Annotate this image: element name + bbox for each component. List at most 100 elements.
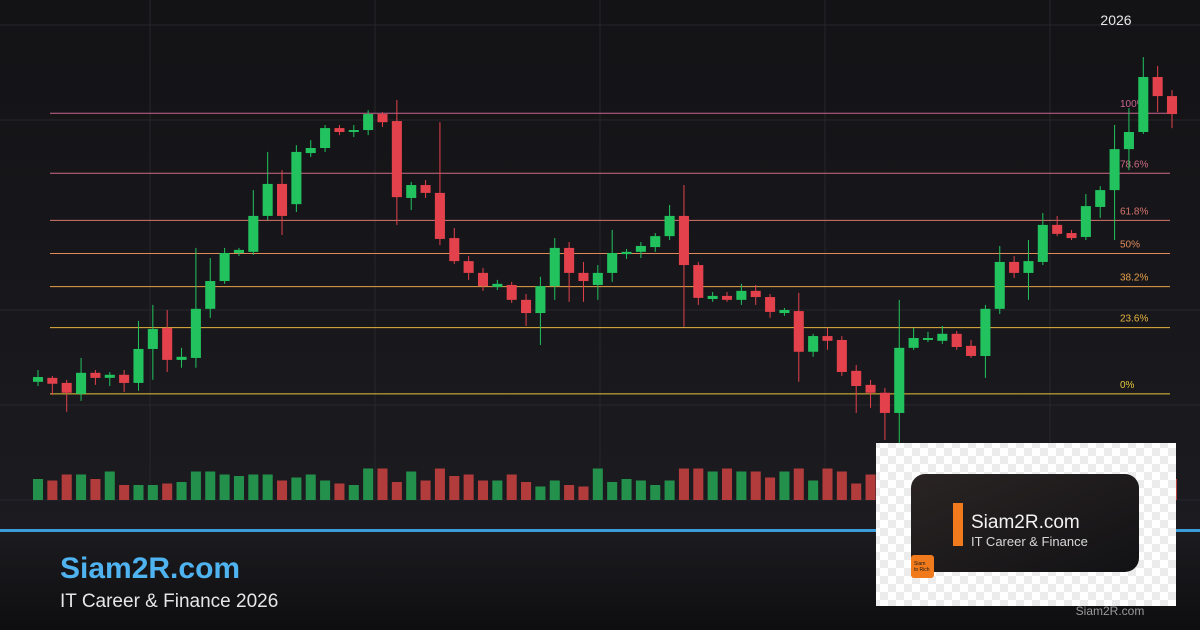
candle-body bbox=[506, 284, 517, 300]
volume-bar bbox=[176, 482, 187, 500]
candle-body bbox=[994, 261, 1005, 309]
candle-body bbox=[779, 309, 790, 314]
candle-body bbox=[1095, 190, 1106, 207]
candle-body bbox=[205, 281, 216, 309]
volume-bar bbox=[650, 485, 661, 500]
candle-body bbox=[578, 272, 589, 282]
candle-body bbox=[1166, 96, 1178, 115]
candle-body bbox=[521, 299, 532, 314]
volume-bar bbox=[190, 471, 201, 500]
logo-card: Siam2R.com IT Career & Finance Siam to R… bbox=[876, 443, 1176, 606]
volume-bar bbox=[320, 480, 331, 500]
volume-bar bbox=[693, 468, 704, 500]
volume-bar bbox=[707, 471, 718, 500]
candle-body bbox=[564, 247, 575, 273]
candle-body bbox=[104, 374, 115, 378]
candle-body bbox=[190, 308, 201, 358]
volume-bar bbox=[621, 479, 632, 500]
fib-label: 38.2% bbox=[1120, 273, 1148, 284]
volume-bar bbox=[521, 482, 532, 500]
candle-body bbox=[162, 327, 173, 360]
volume-bar bbox=[291, 477, 302, 500]
candle-body bbox=[219, 252, 230, 282]
volume-bar bbox=[578, 486, 589, 500]
candle-body bbox=[966, 345, 977, 356]
candle-body bbox=[635, 245, 646, 252]
candle-body bbox=[434, 192, 445, 239]
volume-bar bbox=[420, 480, 431, 500]
candle-body bbox=[836, 339, 847, 372]
candle-body bbox=[248, 215, 259, 252]
candle-body bbox=[894, 347, 905, 413]
fib-label: 23.6% bbox=[1120, 314, 1148, 325]
candle-body bbox=[851, 370, 862, 387]
candle-body bbox=[693, 265, 704, 298]
candle-body bbox=[406, 185, 417, 198]
fib-label: 100% bbox=[1120, 99, 1146, 110]
volume-bar bbox=[248, 474, 259, 500]
volume-bar bbox=[736, 471, 747, 500]
volume-bar bbox=[664, 480, 675, 500]
volume-bar bbox=[564, 485, 575, 500]
candle-body bbox=[1037, 224, 1048, 262]
icon-text: to Rich bbox=[914, 567, 930, 573]
volume-bar bbox=[205, 471, 216, 500]
volume-bar bbox=[434, 468, 445, 500]
logo-title: Siam2R.com bbox=[971, 512, 1080, 533]
volume-bar bbox=[449, 476, 460, 500]
candle-body bbox=[133, 348, 144, 383]
candle-body bbox=[808, 336, 819, 352]
candle-body bbox=[377, 114, 388, 123]
volume-bar bbox=[104, 471, 115, 500]
volume-bar bbox=[592, 468, 603, 500]
candle-body bbox=[90, 372, 101, 378]
volume-bar bbox=[61, 474, 72, 500]
volume-bar bbox=[334, 483, 345, 500]
candle-body bbox=[736, 290, 747, 300]
candle-body bbox=[765, 297, 776, 312]
candle-body bbox=[951, 333, 962, 347]
footer-divider bbox=[0, 529, 1200, 532]
fib-label: 61.8% bbox=[1120, 206, 1148, 217]
candle-body bbox=[61, 382, 72, 393]
candle-body bbox=[334, 128, 345, 133]
candle-body bbox=[32, 377, 44, 382]
volume-bar bbox=[262, 474, 273, 500]
volume-bar bbox=[765, 477, 776, 500]
candle-body bbox=[664, 215, 675, 237]
time-label: 2026 bbox=[1100, 12, 1131, 28]
volume-bar bbox=[851, 483, 862, 500]
candle-body bbox=[233, 249, 244, 253]
candle-body bbox=[1123, 132, 1134, 150]
site-name: Siam2R.com bbox=[60, 552, 240, 585]
candle-body bbox=[592, 272, 603, 285]
volume-bar bbox=[779, 471, 790, 500]
candle-body bbox=[707, 295, 718, 300]
candle-body bbox=[1066, 233, 1077, 239]
candle-body bbox=[908, 338, 919, 348]
candle-body bbox=[650, 236, 661, 248]
logo-accent bbox=[953, 503, 963, 546]
candle-body bbox=[721, 295, 733, 300]
fib-label: 0% bbox=[1120, 380, 1135, 391]
volume-bar bbox=[47, 480, 58, 500]
volume-bar bbox=[721, 468, 733, 500]
volume-bar bbox=[865, 474, 876, 500]
volume-bar bbox=[506, 474, 517, 500]
volume-bar bbox=[808, 480, 819, 500]
tagline: IT Career & Finance 2026 bbox=[60, 591, 278, 612]
candle-body bbox=[793, 311, 804, 352]
volume-bar bbox=[406, 471, 417, 500]
volume-bar bbox=[750, 471, 761, 500]
volume-bar bbox=[348, 485, 359, 500]
candle-body bbox=[1138, 76, 1149, 133]
volume-bar bbox=[477, 480, 489, 500]
candle-body bbox=[980, 308, 991, 356]
volume-bar bbox=[219, 474, 230, 500]
candle-body bbox=[363, 114, 374, 131]
candle-body bbox=[477, 272, 489, 287]
candle-body bbox=[420, 185, 431, 193]
volume-bar bbox=[635, 480, 646, 500]
candle-body bbox=[1080, 206, 1091, 237]
